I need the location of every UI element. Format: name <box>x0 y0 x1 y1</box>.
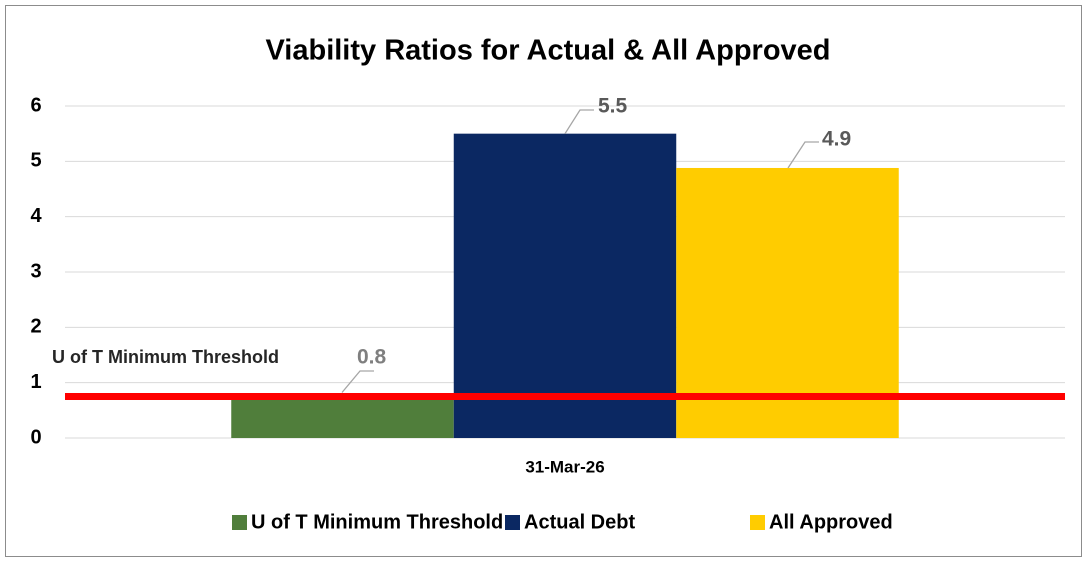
data-label: 4.9 <box>822 128 851 151</box>
legend-label: Actual Debt <box>524 511 635 533</box>
leader-line <box>564 109 594 135</box>
bar <box>676 167 899 438</box>
leader-line <box>787 141 819 169</box>
legend-swatch <box>750 515 765 530</box>
threshold-annotation: U of T Minimum Threshold <box>52 347 279 367</box>
y-tick-label: 4 <box>30 205 42 227</box>
chart-title: Viability Ratios for Actual & All Approv… <box>265 35 830 67</box>
data-label: 0.8 <box>357 346 387 369</box>
legend-label: All Approved <box>769 511 893 533</box>
y-tick-label: 1 <box>30 371 41 393</box>
y-tick-label: 3 <box>30 260 41 282</box>
y-tick-label: 5 <box>30 150 41 172</box>
legend-swatch <box>232 515 247 530</box>
bar <box>453 133 677 438</box>
legend-label: U of T Minimum Threshold <box>251 511 503 533</box>
y-tick-label: 2 <box>30 316 41 338</box>
leader-line <box>341 370 374 393</box>
y-tick-label: 0 <box>30 426 41 448</box>
data-label: 5.5 <box>598 95 628 118</box>
y-tick-label: 6 <box>30 94 41 116</box>
bar <box>231 396 454 438</box>
legend-swatch <box>505 515 520 530</box>
x-tick-label: 31-Mar-26 <box>525 457 604 476</box>
